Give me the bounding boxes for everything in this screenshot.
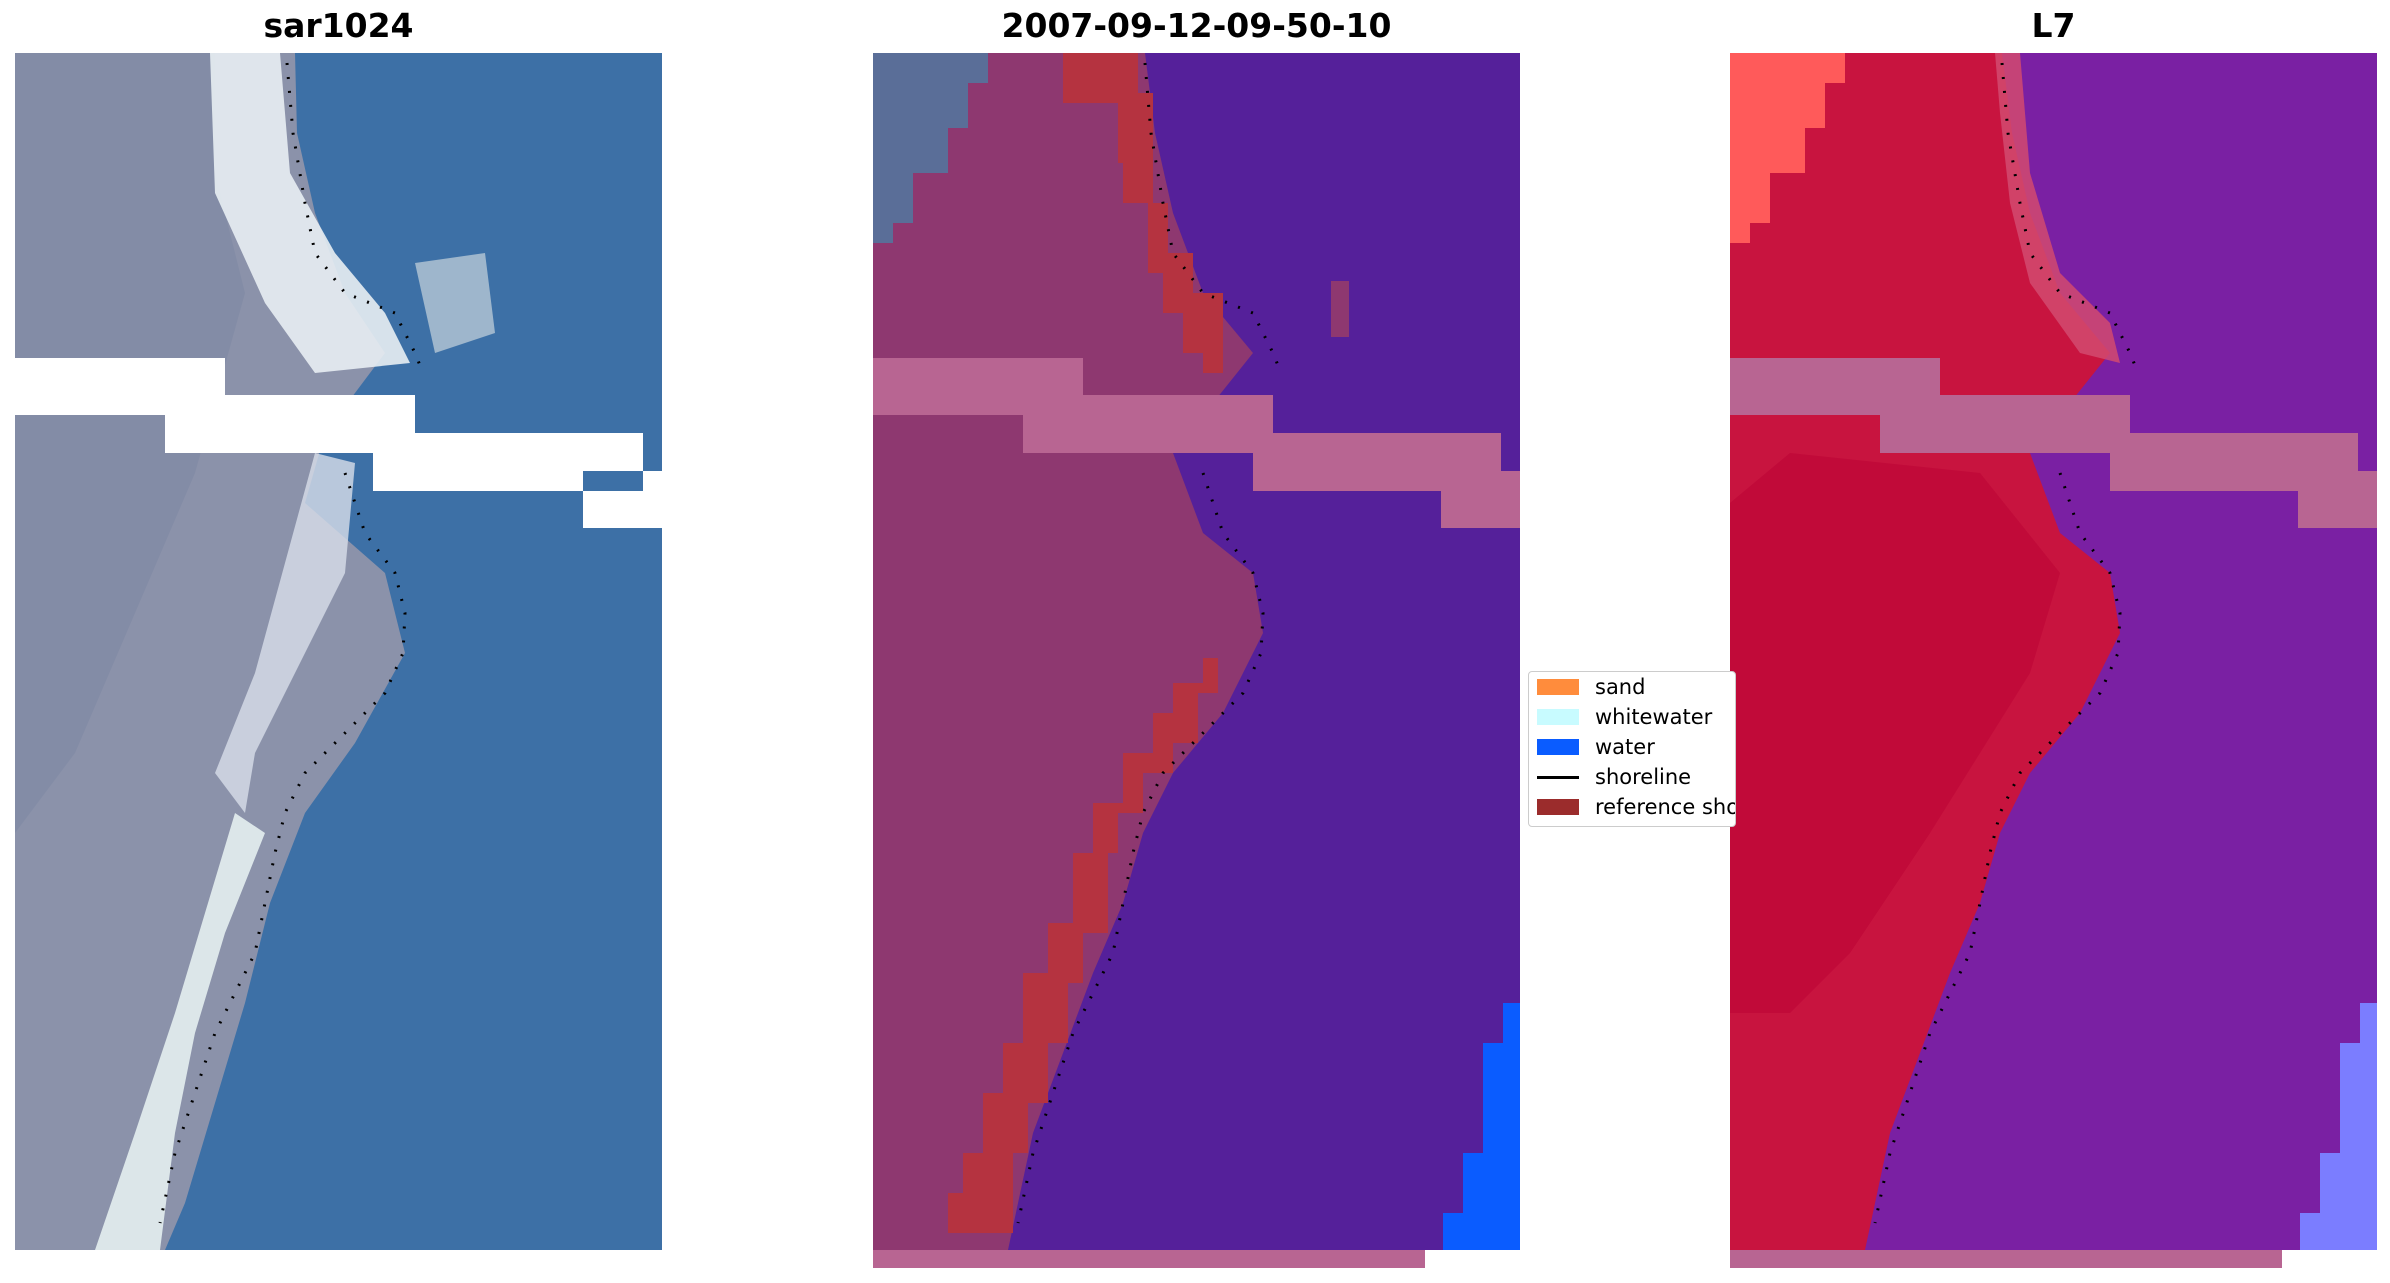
class-reference-dot (1331, 281, 1349, 337)
legend-label-sand: sand (1595, 675, 1646, 699)
class-water-blue-region (1443, 1003, 1520, 1250)
class-reference-strip-north (1063, 53, 1223, 373)
panel-title-rgb: sar1024 (263, 6, 414, 45)
rgb-whitewater-band-south (95, 813, 265, 1250)
legend-swatch-whitewater (1537, 709, 1579, 725)
legend-swatch-water (1537, 739, 1579, 755)
legend-swatch-reference (1537, 799, 1579, 815)
rgb-land-shade (15, 53, 245, 833)
legend-line-shoreline (1537, 775, 1579, 779)
legend-item-water: water (1537, 732, 1655, 762)
rgb-image-panel (15, 53, 662, 1250)
index-panel (1730, 53, 2377, 1268)
legend-swatch-sand (1537, 679, 1579, 695)
index-nodata-band (1730, 358, 2377, 528)
index-bright-corner (1730, 53, 1845, 243)
index-nodata-bottom (1730, 1250, 2282, 1268)
legend-label-reference-shoreline: reference shoreline (1595, 795, 1735, 819)
panel-title-classification: 2007-09-12-09-50-10 (1001, 6, 1392, 45)
rgb-whitewater-band-north (210, 53, 410, 373)
class-nodata-bottom (873, 1250, 1425, 1268)
panel-title-index: L7 (2031, 6, 2076, 45)
class-land-region (873, 53, 1263, 1250)
class-nodata-band (873, 358, 1520, 528)
legend-item-reference-shoreline: reference shoreline (1537, 792, 1735, 822)
rgb-wave-patch (415, 253, 495, 353)
index-blue-region (2300, 1003, 2377, 1250)
legend-item-shoreline: shoreline (1537, 762, 1691, 792)
legend-label-shoreline: shoreline (1595, 765, 1692, 789)
legend: sand whitewater water shoreline referenc… (1528, 671, 1736, 827)
rgb-nodata-right (643, 471, 662, 491)
legend-item-sand: sand (1537, 672, 1645, 702)
legend-label-water: water (1595, 735, 1655, 759)
class-grey-corner (873, 53, 988, 243)
index-land-edge (1995, 53, 2120, 363)
classification-panel (873, 53, 1520, 1268)
rgb-whitewater-band-mid (215, 453, 355, 813)
index-land-dark (1730, 453, 2060, 1013)
rgb-nodata-band (15, 358, 662, 528)
legend-item-whitewater: whitewater (1537, 702, 1712, 732)
class-reference-strip-south (948, 658, 1218, 1233)
legend-label-whitewater: whitewater (1595, 705, 1713, 729)
